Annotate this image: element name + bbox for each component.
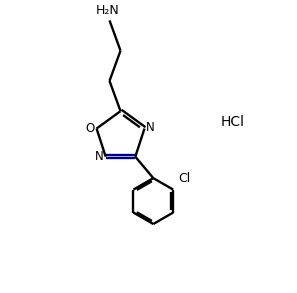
Text: O: O: [86, 122, 95, 135]
Text: H₂N: H₂N: [96, 4, 120, 17]
Text: HCl: HCl: [220, 115, 244, 129]
Text: N: N: [146, 121, 155, 134]
Text: Cl: Cl: [178, 172, 190, 185]
Text: N: N: [95, 150, 104, 163]
